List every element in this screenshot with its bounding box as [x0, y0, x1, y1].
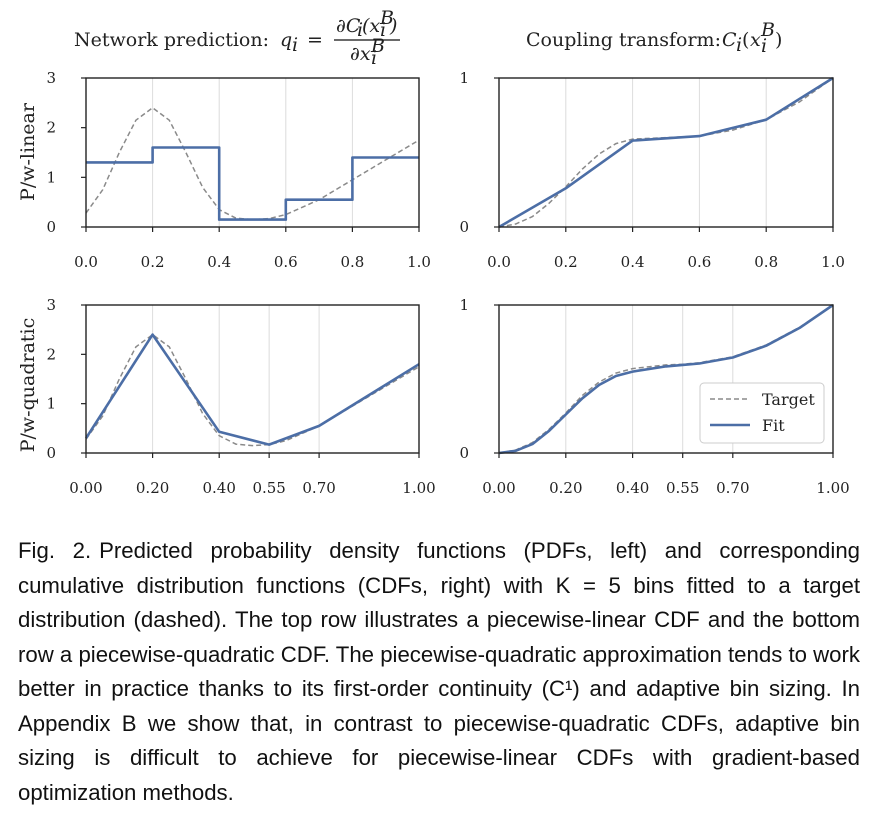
x-tick-label: 0.2: [141, 253, 165, 271]
axes-frame: [85, 77, 420, 228]
panel-top-right: 0.0 0.2 0.4 0.6 0.8 1.0 0 1: [459, 69, 844, 271]
svg-text:B: B: [370, 35, 385, 57]
x-tick-label: 0.8: [340, 253, 364, 271]
svg-text:B: B: [379, 7, 394, 29]
x-tick-label: 0.00: [482, 479, 515, 497]
legend-fit-label: Fit: [762, 416, 785, 435]
x-tick-label: 1.00: [816, 479, 849, 497]
svg-text:i: i: [761, 35, 767, 57]
caption-label: Fig. 2.: [18, 538, 92, 563]
axes-frame: [498, 77, 834, 228]
svg-text:): ): [775, 29, 782, 51]
y-tick-label: 0: [459, 444, 469, 462]
figure: Network prediction: q i = ∂C i (x i B ) …: [17, 7, 850, 497]
y-tick-label: 2: [46, 119, 56, 137]
x-tick-label: 1.00: [402, 479, 435, 497]
x-tick-label: 0.8: [754, 253, 778, 271]
x-tick-label: 0.70: [302, 479, 335, 497]
series-fit-line: [498, 76, 834, 229]
x-tick-label: 0.20: [136, 479, 169, 497]
x-tick-label: 0.00: [69, 479, 102, 497]
svg-text:=: =: [307, 29, 323, 51]
series-target-line: [85, 106, 420, 221]
x-tick-label: 0.0: [487, 253, 511, 271]
row-label-quadratic: P/w-quadratic: [17, 318, 39, 453]
x-tick-label: 1.0: [821, 253, 845, 271]
x-tick-label: 0.4: [207, 253, 231, 271]
series-fit-line: [86, 146, 419, 221]
axes-frame: [85, 304, 420, 454]
y-tick-label: 0: [459, 218, 469, 236]
x-tick-label: 0.6: [687, 253, 711, 271]
x-tick-label: 0.4: [621, 253, 645, 271]
svg-text:x: x: [750, 29, 761, 51]
left-column-title: Network prediction:: [74, 29, 269, 51]
y-tick-label: 2: [46, 345, 56, 363]
svg-text:(x: (x: [362, 15, 380, 37]
row-label-linear: P/w-linear: [17, 102, 39, 201]
x-tick-label: 0.70: [716, 479, 749, 497]
left-title-math: q i = ∂C i (x i B ) ∂x i B: [280, 7, 400, 69]
svg-text:∂x: ∂x: [350, 43, 371, 65]
svg-text:i: i: [357, 19, 363, 41]
figure-caption: Fig. 2. Predicted probability density fun…: [18, 534, 860, 810]
series-target-line: [85, 333, 420, 447]
panel-bottom-right: 0.00 0.20 0.40 0.55 0.70 1.00 0 1: [459, 296, 849, 497]
x-tick-label: 0.40: [202, 479, 235, 497]
x-tick-label: 0.40: [616, 479, 649, 497]
svg-text:): ): [389, 15, 397, 37]
svg-text:(: (: [742, 29, 749, 51]
right-title-math: C i ( x i B ): [722, 19, 782, 57]
y-tick-label: 1: [46, 168, 56, 186]
x-tick-label: 0.2: [554, 253, 578, 271]
x-tick-label: 0.55: [666, 479, 699, 497]
y-tick-label: 0: [46, 444, 56, 462]
x-tick-label: 0.6: [274, 253, 298, 271]
x-tick-label: 0.20: [549, 479, 582, 497]
panel-bottom-left: 0.00 0.20 0.40 0.55 0.70 1.00 0 1 2 3: [46, 296, 435, 497]
svg-text:B: B: [760, 19, 775, 41]
x-tick-label: 1.0: [407, 253, 431, 271]
panel-top-left: 0.0 0.2 0.4 0.6 0.8 1.0 0 1 2 3: [46, 69, 430, 271]
svg-text:∂C: ∂C: [336, 15, 361, 37]
series-fit-line: [84, 333, 420, 446]
y-tick-label: 3: [46, 296, 56, 314]
legend: Target Fit: [699, 382, 825, 444]
y-tick-label: 1: [459, 69, 469, 87]
svg-text:C: C: [722, 29, 737, 51]
series-target-line: [498, 77, 834, 228]
svg-text:i: i: [736, 34, 742, 56]
caption-text: Predicted probability density functions …: [18, 538, 860, 805]
right-column-title: Coupling transform:: [526, 29, 721, 51]
svg-text:i: i: [292, 34, 298, 56]
svg-text:i: i: [371, 47, 377, 69]
left-title-prefix: Network prediction:: [74, 29, 269, 51]
axes-frame: [498, 304, 834, 454]
y-tick-label: 1: [459, 296, 469, 314]
svg-text:i: i: [380, 19, 386, 41]
y-tick-label: 3: [46, 69, 56, 87]
legend-target-label: Target: [762, 390, 815, 409]
x-tick-label: 0.55: [252, 479, 285, 497]
y-tick-label: 1: [46, 395, 56, 413]
right-title-prefix: Coupling transform:: [526, 29, 721, 51]
series-fit-line: [498, 303, 834, 455]
svg-text:q: q: [280, 29, 292, 51]
x-tick-label: 0.0: [74, 253, 98, 271]
y-tick-label: 0: [46, 218, 56, 236]
